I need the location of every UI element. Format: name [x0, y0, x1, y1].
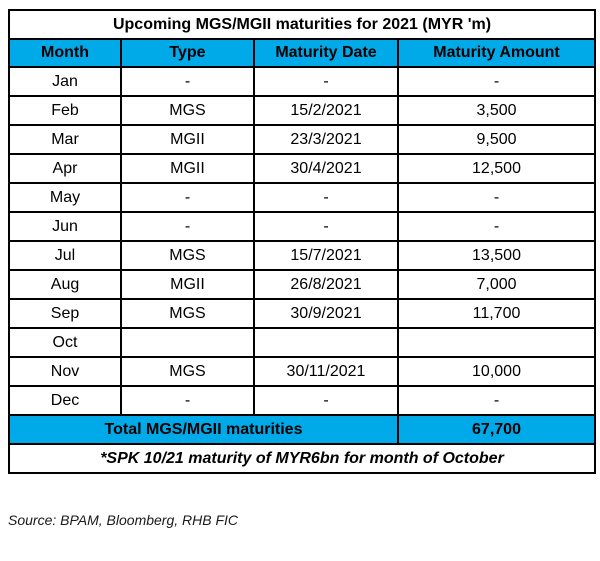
table-row-nov: Nov MGS 30/11/2021 10,000 — [8, 356, 597, 387]
amount-cell: 3,500 — [396, 95, 597, 126]
table-footnote: *SPK 10/21 maturity of MYR6bn for month … — [7, 443, 597, 474]
month-cell: Sep — [8, 298, 122, 329]
column-header-type: Type — [120, 38, 255, 68]
table-row-mar: Mar MGII 23/3/2021 9,500 — [8, 124, 597, 155]
title-row: Upcoming MGS/MGII maturities for 2021 (M… — [7, 9, 597, 40]
total-label: Total MGS/MGII maturities — [8, 414, 399, 445]
table-row-jul: Jul MGS 15/7/2021 13,500 — [8, 240, 597, 271]
type-cell: MGS — [120, 95, 255, 126]
type-cell: MGS — [120, 298, 255, 329]
month-cell: Dec — [8, 385, 122, 416]
month-cell: Aug — [8, 269, 122, 300]
maturities-table-container: Upcoming MGS/MGII maturities for 2021 (M… — [7, 9, 597, 474]
month-cell: Jan — [8, 66, 122, 97]
type-cell: MGII — [120, 153, 255, 184]
type-cell: MGS — [120, 356, 255, 387]
month-cell: Nov — [8, 356, 122, 387]
month-cell: Oct — [8, 327, 122, 358]
amount-cell: - — [396, 66, 597, 97]
amount-cell: 12,500 — [396, 153, 597, 184]
table-row-dec: Dec - - - — [8, 385, 597, 416]
amount-cell: 11,700 — [396, 298, 597, 329]
month-cell: Mar — [8, 124, 122, 155]
date-cell: 26/8/2021 — [253, 269, 399, 300]
date-cell — [253, 327, 399, 358]
total-row: Total MGS/MGII maturities 67,700 — [8, 414, 597, 445]
table-row-may: May - - - — [8, 182, 597, 213]
amount-cell: - — [396, 385, 597, 416]
type-cell: - — [120, 385, 255, 416]
date-cell: - — [253, 66, 399, 97]
maturities-table: Upcoming MGS/MGII maturities for 2021 (M… — [7, 9, 597, 474]
type-cell: MGII — [120, 124, 255, 155]
table-row-jun: Jun - - - — [8, 211, 597, 242]
date-cell: 30/4/2021 — [253, 153, 399, 184]
type-cell: - — [120, 66, 255, 97]
month-cell: Jun — [8, 211, 122, 242]
date-cell: 30/9/2021 — [253, 298, 399, 329]
footnote-row: *SPK 10/21 maturity of MYR6bn for month … — [7, 443, 597, 474]
table-title: Upcoming MGS/MGII maturities for 2021 (M… — [7, 9, 597, 40]
header-row: Month Type Maturity Date Maturity Amount — [8, 38, 597, 68]
amount-cell — [396, 327, 597, 358]
table-row-sep: Sep MGS 30/9/2021 11,700 — [8, 298, 597, 329]
amount-cell: 13,500 — [396, 240, 597, 271]
date-cell: - — [253, 385, 399, 416]
type-cell — [120, 327, 255, 358]
month-cell: Jul — [8, 240, 122, 271]
table-row-jan: Jan - - - — [8, 66, 597, 97]
date-cell: 15/7/2021 — [253, 240, 399, 271]
table-row-oct: Oct — [8, 327, 597, 358]
table-row-aug: Aug MGII 26/8/2021 7,000 — [8, 269, 597, 300]
type-cell: MGII — [120, 269, 255, 300]
column-header-date: Maturity Date — [253, 38, 399, 68]
type-cell: - — [120, 182, 255, 213]
month-cell: Feb — [8, 95, 122, 126]
type-cell: - — [120, 211, 255, 242]
table-row-apr: Apr MGII 30/4/2021 12,500 — [8, 153, 597, 184]
date-cell: - — [253, 182, 399, 213]
date-cell: 30/11/2021 — [253, 356, 399, 387]
amount-cell: 9,500 — [396, 124, 597, 155]
table-row-feb: Feb MGS 15/2/2021 3,500 — [8, 95, 597, 126]
column-header-month: Month — [8, 38, 122, 68]
month-cell: Apr — [8, 153, 122, 184]
date-cell: 15/2/2021 — [253, 95, 399, 126]
month-cell: May — [8, 182, 122, 213]
total-amount: 67,700 — [396, 414, 597, 445]
amount-cell: - — [396, 211, 597, 242]
amount-cell: - — [396, 182, 597, 213]
amount-cell: 7,000 — [396, 269, 597, 300]
amount-cell: 10,000 — [396, 356, 597, 387]
date-cell: 23/3/2021 — [253, 124, 399, 155]
source-note: Source: BPAM, Bloomberg, RHB FIC — [8, 512, 239, 528]
date-cell: - — [253, 211, 399, 242]
type-cell: MGS — [120, 240, 255, 271]
column-header-amount: Maturity Amount — [396, 38, 597, 68]
